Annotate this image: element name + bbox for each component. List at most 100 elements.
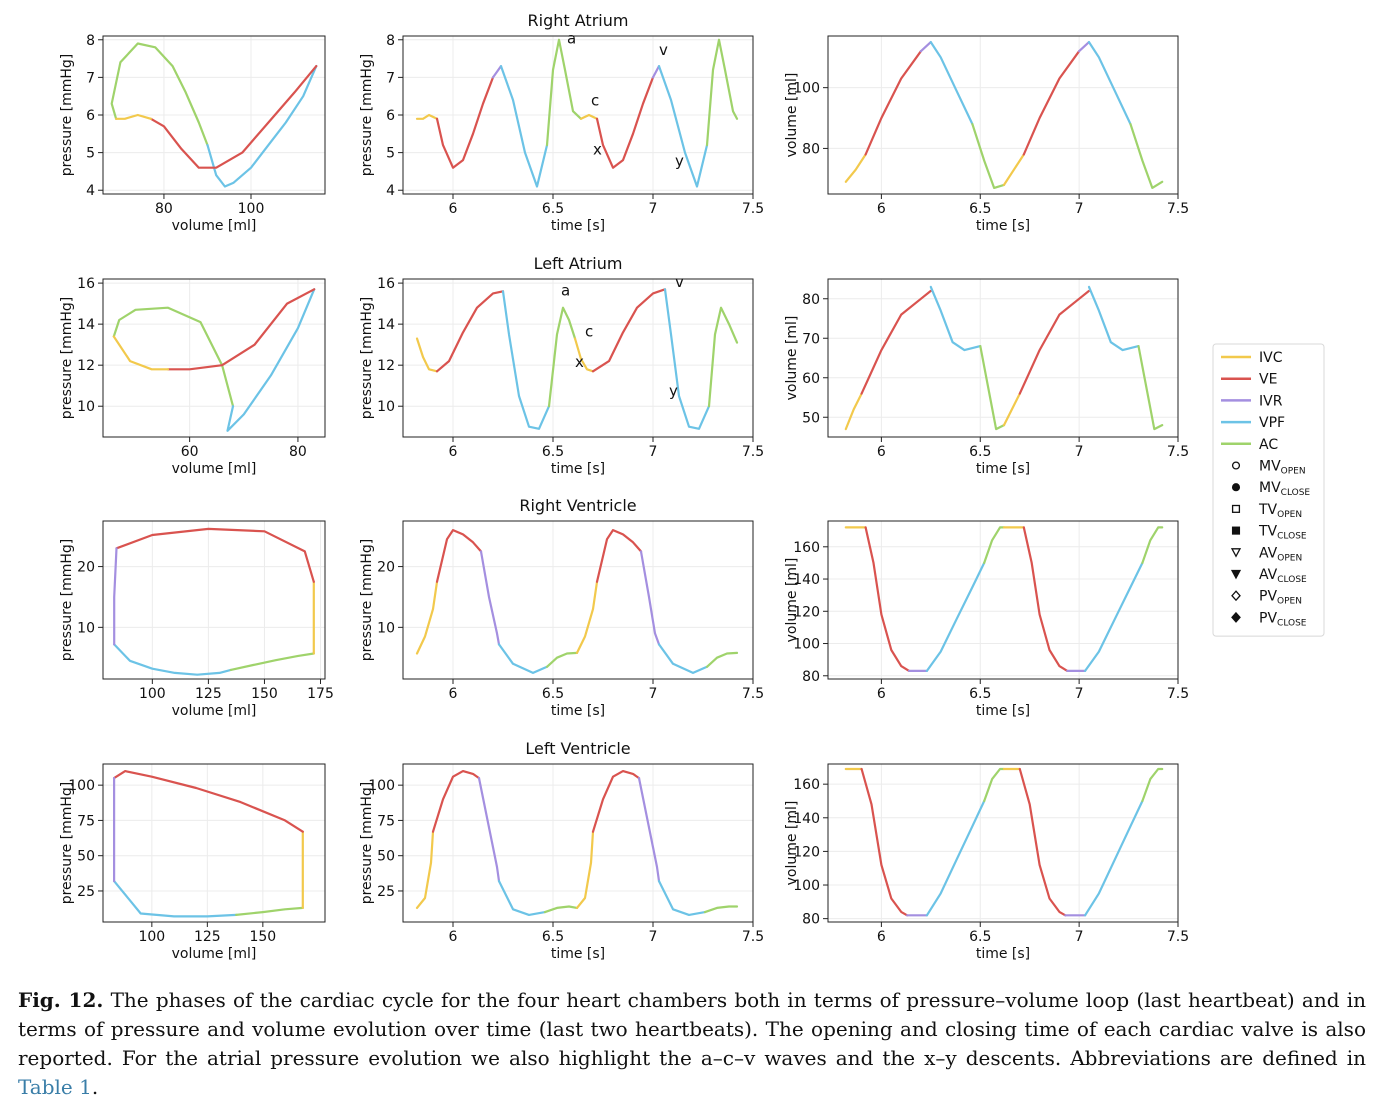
y-tick-label: 4 — [386, 183, 395, 199]
y-tick-label: 10 — [77, 399, 95, 415]
x-tick-label: 6 — [449, 201, 458, 217]
y-tick-label: 160 — [793, 777, 820, 793]
y-tick-label: 100 — [68, 778, 95, 794]
x-tick-label: 6.5 — [542, 201, 564, 217]
legend-marker-icon — [1230, 569, 1242, 580]
y-axis-label: pressure [mmHg] — [59, 782, 75, 905]
series-line-ve — [435, 76, 495, 169]
panel-r3c2: 6 6.5 7 7.5 80 100 120 140 160 time [s] volume [ml… — [784, 763, 1189, 962]
panel-r3c0: 100 125 150 25 50 75 100 volume [ml] pressure [m… — [59, 763, 326, 962]
y-tick-label: 120 — [793, 604, 820, 620]
series-line-ac — [1141, 526, 1164, 564]
x-tick-label: 7 — [649, 444, 658, 460]
series-line-ac — [703, 905, 739, 914]
series-line-ac — [547, 306, 577, 408]
y-tick-label: 75 — [377, 813, 395, 829]
series-line-ivr — [637, 777, 661, 883]
legend-marker-label: MVCLOSE — [1259, 480, 1310, 498]
series-line-ac — [983, 526, 1006, 564]
x-tick-label: 6.5 — [969, 686, 991, 702]
series-line-ve — [595, 529, 643, 583]
series-line-ivc — [579, 113, 599, 120]
series-line-ac — [235, 906, 304, 916]
series-line-ivr — [479, 550, 501, 646]
legend-marker-label: MVOPEN — [1259, 459, 1306, 477]
x-tick-label: 7.5 — [1167, 201, 1189, 217]
y-axis-label: pressure [mmHg] — [359, 297, 375, 420]
y-tick-label: 6 — [386, 108, 395, 124]
series-line-ve — [149, 65, 318, 169]
series-line-ve — [431, 770, 481, 833]
series-line-ve — [591, 288, 667, 373]
y-axis-label: volume [ml] — [784, 801, 800, 886]
cardiac-cycle-figure: 80 100 4 5 6 7 8 volume [ml] pressure [mmHg] 6 6.5… — [59, 11, 1325, 962]
x-tick-label: 7.5 — [742, 201, 764, 217]
series-line-ve — [435, 529, 483, 583]
row-title: Right Atrium — [528, 11, 629, 30]
series-line-vpf — [1087, 285, 1140, 352]
series-line-ve — [1018, 767, 1067, 917]
panel-r1c1: 6 6.5 7 7.5 10 12 14 16 time [s] pressure [mmHg] a… — [359, 273, 764, 477]
series-line-vpf — [663, 288, 711, 430]
series-line-ivc — [415, 113, 439, 120]
series-group — [844, 41, 1164, 189]
legend-marker-label: TVCLOSE — [1258, 524, 1307, 542]
series-line-ve — [113, 770, 304, 833]
x-tick-label: 80 — [289, 444, 307, 460]
y-tick-label: 10 — [377, 620, 395, 636]
x-tick-label: 80 — [155, 201, 173, 217]
series-line-ivc — [115, 113, 152, 120]
series-line-vpf — [206, 65, 318, 188]
x-tick-label: 125 — [194, 929, 221, 945]
table-1-link[interactable]: Table 1 — [18, 1075, 92, 1099]
y-tick-label: 100 — [793, 878, 820, 894]
figure-caption: Fig. 12. The phases of the cardiac cycle… — [18, 986, 1366, 1102]
y-tick-label: 5 — [386, 146, 395, 162]
x-axis-label: time [s] — [551, 703, 605, 719]
x-tick-label: 6 — [877, 444, 886, 460]
legend-marker-icon — [1231, 590, 1241, 602]
x-axis-label: volume [ml] — [172, 946, 257, 962]
series-line-ac — [1141, 767, 1164, 803]
x-tick-label: 60 — [181, 444, 199, 460]
series-line-ivr — [919, 41, 932, 53]
x-tick-label: 7.5 — [1167, 686, 1189, 702]
y-tick-label: 160 — [793, 540, 820, 556]
legend: IVC VE IVR VPF AC MVOPEN MVCLOSE TVOPEN TVCLOSE A… — [1212, 343, 1325, 637]
x-axis-label: time [s] — [551, 218, 605, 234]
series-line-ac — [545, 651, 579, 668]
series-line-ac — [971, 123, 1006, 189]
legend-marker-icon — [1231, 461, 1241, 470]
legend-marker-icon — [1231, 504, 1241, 513]
wave-label-a: a — [561, 281, 570, 299]
x-tick-label: 6 — [449, 686, 458, 702]
series-line-ivr — [651, 65, 661, 79]
x-tick-label: 100 — [238, 201, 265, 217]
legend-marker-label: PVCLOSE — [1259, 610, 1307, 628]
y-tick-label: 6 — [86, 108, 95, 124]
row-title: Left Atrium — [534, 254, 623, 273]
y-tick-label: 14 — [77, 317, 95, 333]
series-group — [113, 527, 315, 676]
series-line-ivc — [1002, 392, 1021, 427]
series-line-vpf — [497, 880, 547, 916]
y-tick-label: 60 — [802, 371, 820, 387]
y-tick-label: 75 — [77, 813, 95, 829]
y-tick-label: 100 — [793, 637, 820, 653]
y-tick-label: 140 — [793, 572, 820, 588]
series-line-ivr — [639, 550, 661, 646]
series-group — [113, 770, 304, 918]
y-axis-label: pressure [mmHg] — [359, 782, 375, 905]
y-tick-label: 20 — [77, 560, 95, 576]
y-tick-label: 14 — [377, 317, 395, 333]
row-title: Right Ventricle — [519, 496, 636, 515]
series-line-ve — [115, 527, 315, 583]
y-tick-label: 140 — [793, 811, 820, 827]
axes-frame — [102, 278, 326, 438]
panel-r3c1: 6 6.5 7 7.5 25 50 75 100 time [s] pressure [mmHg] — [359, 763, 764, 962]
series-line-ivr — [113, 547, 118, 646]
series-line-vpf — [1087, 41, 1132, 126]
legend-marker-icon — [1231, 483, 1241, 492]
axes-frame — [102, 763, 326, 923]
row-title: Left Ventricle — [525, 739, 630, 758]
